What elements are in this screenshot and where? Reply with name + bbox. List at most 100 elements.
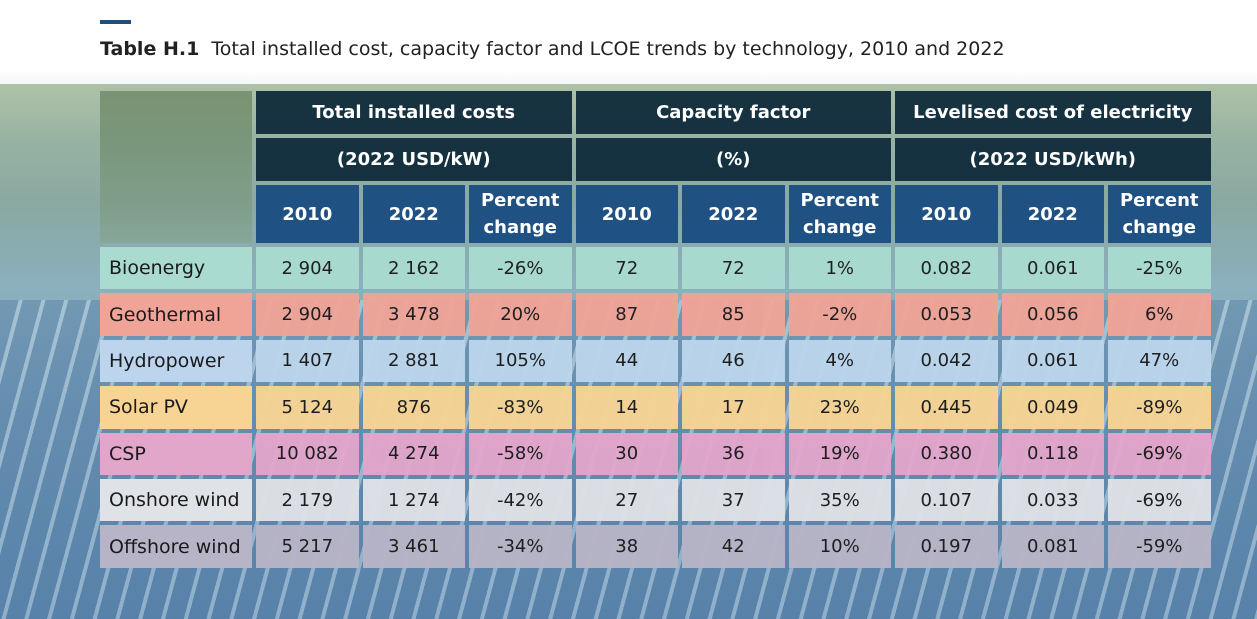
table-cell: 4 274 — [362, 432, 465, 475]
table-cell: 35% — [788, 479, 891, 522]
table-cell: 30 — [575, 432, 678, 475]
column-header-label: 2022 — [1027, 203, 1078, 225]
table-caption: Table H.1 Total installed cost, capacity… — [100, 38, 1005, 60]
column-header: 2022 — [1001, 185, 1104, 243]
table-cell: 87 — [575, 293, 678, 336]
table-cell: 14 — [575, 386, 678, 429]
column-header-label: 2022 — [708, 203, 759, 225]
table-cell: 0.118 — [1001, 432, 1104, 475]
column-header: Percent change — [788, 185, 891, 243]
column-header-label: 2010 — [282, 203, 333, 225]
table-cell: -25% — [1108, 247, 1211, 290]
column-header: 2010 — [895, 185, 998, 243]
row-label: Bioenergy — [100, 247, 252, 290]
table-cell: 0.053 — [895, 293, 998, 336]
column-header: 2010 — [575, 185, 678, 243]
group-header-unit: (%) — [575, 138, 891, 181]
table-cell: -42% — [469, 479, 572, 522]
table-cell: 10% — [788, 525, 891, 568]
table-cell: 0.081 — [1001, 525, 1104, 568]
table-cell: 85 — [682, 293, 785, 336]
table-cell: 44 — [575, 339, 678, 383]
table-cell: 42 — [682, 525, 785, 568]
column-header-label: Percent change — [1119, 190, 1199, 238]
table-cell: 37 — [682, 479, 785, 522]
column-header: 2022 — [682, 185, 785, 243]
table-cell: -69% — [1108, 479, 1211, 522]
table-cell: 27 — [575, 479, 678, 522]
table-cell: 17 — [682, 386, 785, 429]
table-cell: -2% — [788, 293, 891, 336]
table-cell: 1% — [788, 247, 891, 290]
row-label: Geothermal — [100, 293, 252, 336]
table-cell: 6% — [1108, 293, 1211, 336]
table-cell: 876 — [362, 386, 465, 429]
table-title: Total installed cost, capacity factor an… — [211, 38, 1005, 60]
table-cell: 5 217 — [256, 525, 359, 568]
accent-bar — [100, 20, 131, 24]
table-cell: 2 179 — [256, 479, 359, 522]
table-cell: 0.033 — [1001, 479, 1104, 522]
table-cell: 36 — [682, 432, 785, 475]
table-cell: 0.107 — [895, 479, 998, 522]
table-cell: 2 881 — [362, 339, 465, 383]
group-header-unit: (2022 USD/kWh) — [895, 138, 1211, 181]
column-header: 2010 — [256, 185, 359, 243]
column-header-label: 2010 — [601, 203, 652, 225]
row-label: Onshore wind — [100, 479, 252, 522]
table-cell: -26% — [469, 247, 572, 290]
column-header: Percent change — [1108, 185, 1211, 243]
table-cell: -83% — [469, 386, 572, 429]
row-label: Solar PV — [100, 386, 252, 429]
row-label: Hydropower — [100, 339, 252, 383]
table-cell: 0.082 — [895, 247, 998, 290]
table-cell: -69% — [1108, 432, 1211, 475]
table-cell: 2 162 — [362, 247, 465, 290]
table-cell: 72 — [575, 247, 678, 290]
table-cell: -89% — [1108, 386, 1211, 429]
table-cell: 19% — [788, 432, 891, 475]
table-corner — [100, 91, 252, 243]
table-cell: -34% — [469, 525, 572, 568]
lcoe-table: Total installed costs (2022 USD/kW) 2010 20… — [100, 91, 1211, 569]
table-label: Table H.1 — [100, 38, 200, 60]
table-cell: 0.061 — [1001, 339, 1104, 383]
column-header-label: 2022 — [388, 203, 439, 225]
group-header-unit: (2022 USD/kW) — [256, 138, 572, 181]
table-cell: 1 407 — [256, 339, 359, 383]
table-cell: 0.445 — [895, 386, 998, 429]
table-cell: 0.056 — [1001, 293, 1104, 336]
table-cell: 0.380 — [895, 432, 998, 475]
column-header-label: 2010 — [921, 203, 972, 225]
column-header-label: Percent change — [800, 190, 880, 238]
column-header: 2022 — [362, 185, 465, 243]
table-cell: 0.061 — [1001, 247, 1104, 290]
table-cell: 5 124 — [256, 386, 359, 429]
table-cell: -59% — [1108, 525, 1211, 568]
table-cell: 3 461 — [362, 525, 465, 568]
table-cell: 47% — [1108, 339, 1211, 383]
row-label: Offshore wind — [100, 525, 252, 568]
table-cell: 23% — [788, 386, 891, 429]
table-cell: 2 904 — [256, 293, 359, 336]
group-header-title: Levelised cost of electricity — [895, 91, 1211, 134]
group-header-title: Capacity factor — [575, 91, 891, 134]
table-cell: 20% — [469, 293, 572, 336]
table-cell: 0.197 — [895, 525, 998, 568]
group-header-title: Total installed costs — [256, 91, 572, 134]
table-cell: 72 — [682, 247, 785, 290]
table-cell: 38 — [575, 525, 678, 568]
table-cell: 0.049 — [1001, 386, 1104, 429]
table-cell: 4% — [788, 339, 891, 383]
table-cell: 10 082 — [256, 432, 359, 475]
table-cell: -58% — [469, 432, 572, 475]
table-cell: 0.042 — [895, 339, 998, 383]
table-cell: 1 274 — [362, 479, 465, 522]
row-label: CSP — [100, 432, 252, 475]
column-header-label: Percent change — [480, 190, 560, 238]
table-cell: 46 — [682, 339, 785, 383]
table-cell: 105% — [469, 339, 572, 383]
table-cell: 2 904 — [256, 247, 359, 290]
column-header: Percent change — [469, 185, 572, 243]
table-cell: 3 478 — [362, 293, 465, 336]
